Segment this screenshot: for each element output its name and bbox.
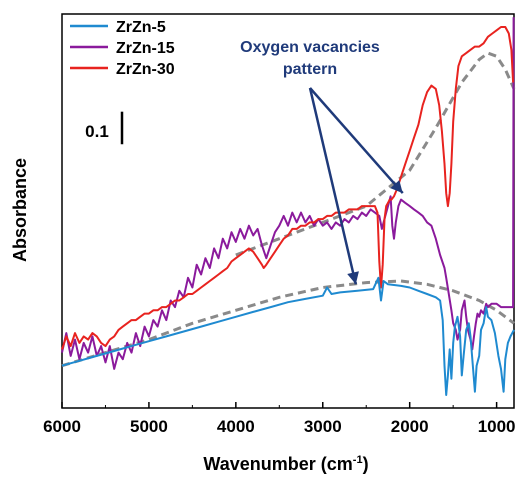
annotation-line-2: pattern [283, 61, 337, 78]
annotation-arrow-line-1 [309, 87, 404, 194]
x-tick-label: 3000 [304, 417, 342, 436]
series-layer [61, 17, 515, 396]
x-axis-title: Wavenumber (cm-1) [203, 454, 368, 474]
x-tick-label: 5000 [130, 417, 168, 436]
series-line-zrzn-5 [61, 276, 515, 396]
x-axis-title-close: ) [363, 454, 369, 474]
annotation: Oxygen vacancies pattern [240, 39, 404, 285]
x-axis-title-superscript: -1 [353, 454, 363, 466]
y-axis-title: Absorbance [10, 158, 30, 262]
scale-bar: 0.1 [85, 111, 124, 145]
legend: ZrZn-5 ZrZn-15 ZrZn-30 [70, 19, 175, 78]
baseline-2 [235, 51, 516, 257]
series-line-zrzn-30 [61, 26, 515, 350]
series-line-zrzn-15 [61, 17, 515, 370]
x-tick-label: 2000 [391, 417, 429, 436]
scale-bar-label: 0.1 [85, 122, 109, 141]
annotation-arrowhead-1 [390, 180, 403, 194]
annotation-arrows [308, 87, 404, 285]
annotation-line-1: Oxygen vacancies [240, 39, 380, 56]
baselines-layer [61, 51, 516, 368]
annotation-arrow-line-2 [308, 87, 358, 285]
legend-label-zrzn-30: ZrZn-30 [116, 61, 175, 78]
legend-label-zrzn-15: ZrZn-15 [116, 40, 175, 57]
legend-label-zrzn-5: ZrZn-5 [116, 19, 166, 36]
x-tick-label: 4000 [217, 417, 255, 436]
x-axis: 6000 5000 4000 3000 2000 1000 [43, 402, 516, 436]
annotation-arrowhead-2 [347, 271, 359, 285]
x-tick-label: 6000 [43, 417, 81, 436]
baseline-1 [61, 279, 515, 368]
x-axis-title-main: Wavenumber (cm [203, 454, 352, 474]
x-tick-label: 1000 [478, 417, 516, 436]
